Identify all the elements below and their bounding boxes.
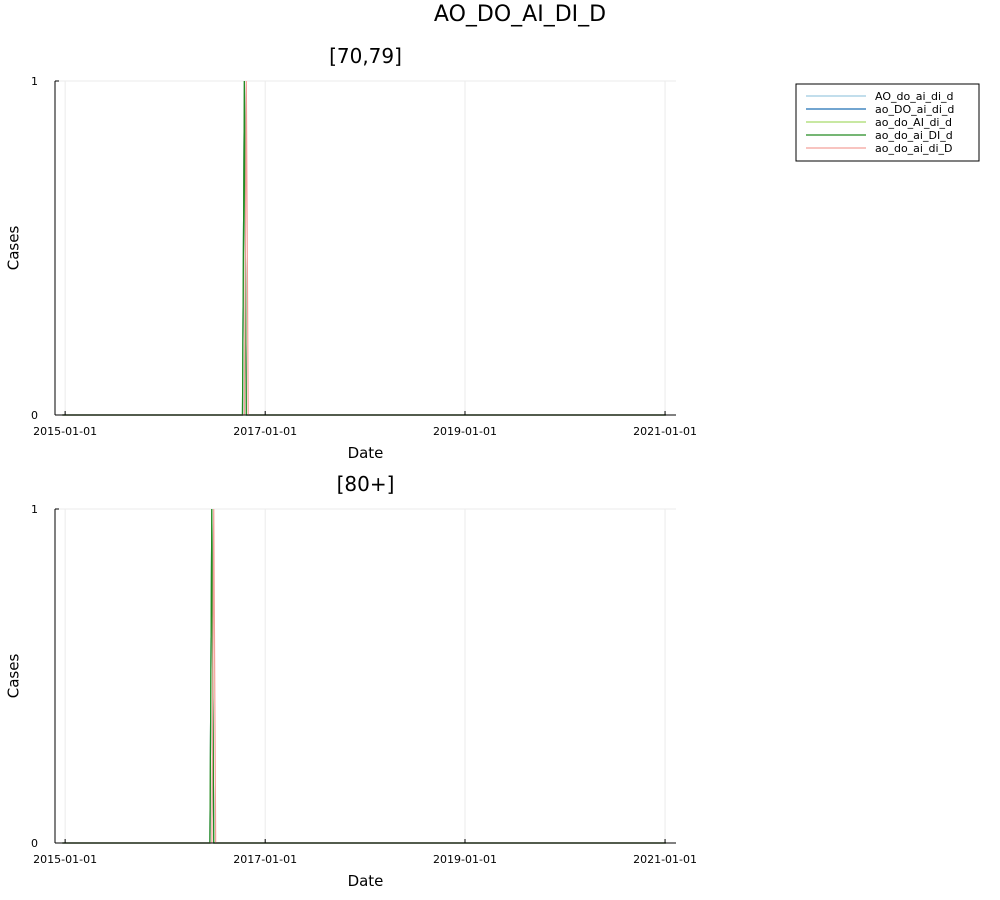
legend-entry: ao_do_AI_di_d: [875, 116, 952, 129]
legend-entry: ao_do_ai_DI_d: [875, 129, 953, 142]
series-line-AO_do_ai_di_d: [62, 508, 666, 844]
legend-entry: AO_do_ai_di_d: [875, 90, 954, 103]
x-tick-label: 2019-01-01: [433, 425, 497, 438]
series-line-AO_do_ai_di_d: [62, 80, 666, 416]
y-tick-label: 0: [31, 409, 38, 422]
x-tick-label: 2017-01-01: [233, 425, 297, 438]
legend-entry: ao_do_ai_di_D: [875, 142, 953, 155]
y-axis-label: Cases: [4, 654, 22, 699]
series-line-ao_do_AI_di_d: [62, 508, 666, 844]
y-tick-label: 1: [31, 503, 38, 516]
series-line-ao_DO_ai_di_d: [62, 508, 666, 844]
figure-title: AO_DO_AI_DI_D: [434, 2, 606, 27]
series-line-ao_do_ai_DI_d: [62, 508, 666, 844]
subplot-2: 2015-01-01 2017-01-01 2019-01-01 2021-01-01…: [4, 472, 697, 890]
series-line-ao_do_ai_di_D: [62, 508, 666, 844]
series-line-ao_do_AI_di_d: [62, 80, 666, 416]
series-line-ao_DO_ai_di_d: [62, 80, 666, 416]
x-tick-label: 2015-01-01: [33, 425, 97, 438]
y-tick-label: 0: [31, 837, 38, 850]
series-line-ao_do_ai_DI_d: [62, 80, 666, 416]
legend: AO_do_ai_di_dao_DO_ai_di_dao_do_AI_di_da…: [795, 83, 980, 162]
x-tick-label: 2019-01-01: [433, 853, 497, 866]
x-tick-label: 2015-01-01: [33, 853, 97, 866]
x-axis-label: Date: [348, 444, 384, 462]
legend-entry: ao_DO_ai_di_d: [875, 103, 954, 116]
x-axis-label: Date: [348, 872, 384, 890]
series-line-ao_do_ai_di_D: [62, 80, 666, 416]
y-axis-label: Cases: [4, 226, 22, 271]
subplot-title: [80+]: [337, 472, 395, 496]
subplot-title: [70,79]: [329, 44, 402, 68]
y-tick-label: 1: [31, 75, 38, 88]
subplot-1: 2015-01-01 2017-01-01 2019-01-01 2021-01-01…: [4, 44, 697, 462]
x-tick-label: 2021-01-01: [633, 425, 697, 438]
x-tick-label: 2017-01-01: [233, 853, 297, 866]
x-tick-label: 2021-01-01: [633, 853, 697, 866]
